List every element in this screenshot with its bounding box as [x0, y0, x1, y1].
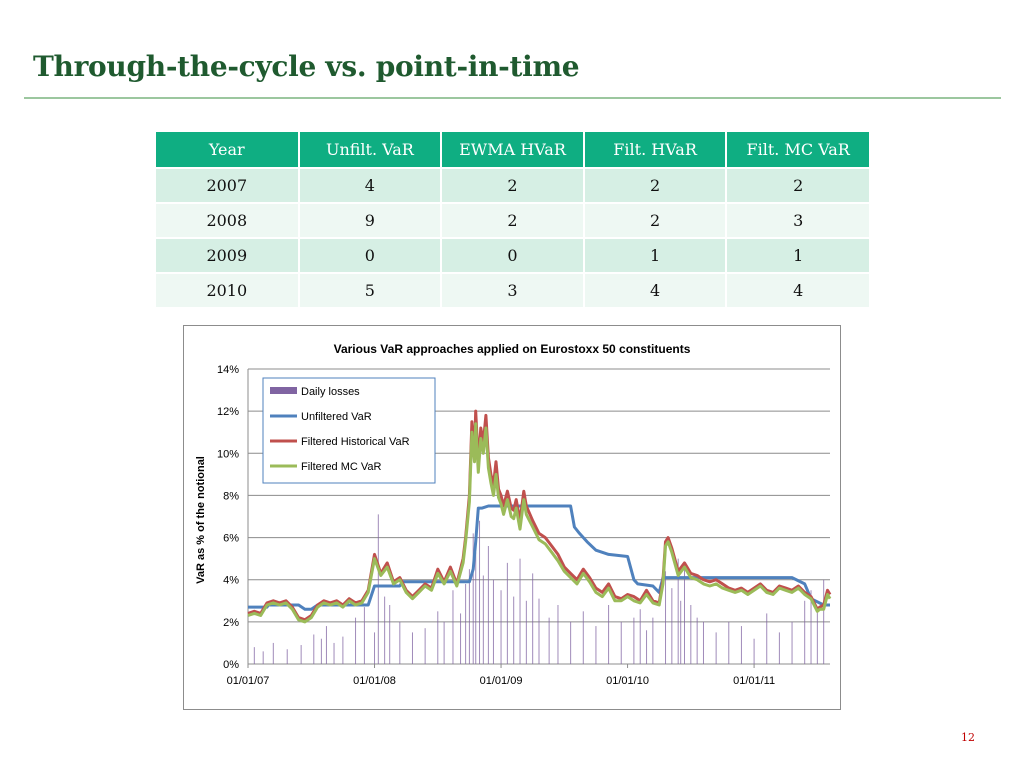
table-cell: 2: [726, 168, 869, 204]
table-header-row: Year Unfilt. VaR EWMA HVaR Filt. HVaR Fi…: [156, 132, 869, 169]
table-cell: 2007: [156, 168, 300, 204]
table-cell: 3: [726, 203, 869, 239]
table-cell: 2: [583, 168, 728, 204]
var-exceptions-table: Year Unfilt. VaR EWMA HVaR Filt. HVaR Fi…: [156, 132, 869, 309]
legend-label-daily-losses: Daily losses: [301, 386, 360, 398]
table-row: 2009 0 0 1 1: [156, 238, 869, 274]
var-chart: Various VaR approaches applied on Eurost…: [183, 325, 841, 710]
y-tick-label: 4%: [223, 575, 239, 587]
table-row: 2010 5 3 4 4: [156, 273, 869, 309]
x-tick-label: 01/01/07: [227, 675, 270, 687]
table-cell: 9: [298, 203, 443, 239]
var-lines: [247, 409, 832, 624]
daily-losses-bars: [253, 514, 825, 664]
page-title: Through-the-cycle vs. point-in-time: [33, 50, 580, 83]
filtered-mc-var-line: [247, 422, 832, 624]
page-number: 12: [961, 731, 975, 744]
y-tick-label: 2%: [223, 617, 239, 629]
table-cell: 0: [298, 238, 443, 274]
table-cell: 4: [583, 273, 728, 309]
chart-title: Various VaR approaches applied on Eurost…: [334, 342, 691, 356]
y-tick-label: 12%: [217, 406, 239, 418]
table-cell: 2008: [156, 203, 300, 239]
table-cell: 2: [583, 203, 728, 239]
title-divider: [24, 97, 1001, 99]
table-cell: 4: [726, 273, 869, 309]
table-cell: 5: [298, 273, 443, 309]
table-cell: 3: [441, 273, 585, 309]
legend-swatch-daily-losses: [270, 387, 297, 394]
legend-label-filtered-hist: Filtered Historical VaR: [301, 436, 410, 448]
table-cell: 2: [441, 203, 585, 239]
header-ewma-hvar: EWMA HVaR: [441, 132, 585, 169]
y-axis-label: VaR as % of the notional: [195, 456, 207, 584]
table-row: 2008 9 2 2 3: [156, 203, 869, 239]
legend-label-filtered-mc: Filtered MC VaR: [301, 461, 382, 473]
table-cell: 2009: [156, 238, 300, 274]
y-tick-label: 0%: [223, 659, 239, 671]
x-tick-label: 01/01/10: [606, 675, 649, 687]
y-tick-label: 10%: [217, 448, 239, 460]
y-axis-ticks: 0% 2% 4% 6% 8% 10% 12% 14%: [217, 364, 239, 671]
table-cell: 2: [441, 168, 585, 204]
header-year: Year: [156, 132, 300, 169]
table-cell: 1: [726, 238, 869, 274]
header-unfilt-var: Unfilt. VaR: [298, 132, 443, 169]
y-tick-label: 8%: [223, 490, 239, 502]
header-filt-mc-var: Filt. MC VaR: [726, 132, 869, 169]
table-cell: 0: [441, 238, 585, 274]
x-tick-label: 01/01/08: [353, 675, 396, 687]
x-tick-label: 01/01/11: [733, 675, 775, 687]
y-tick-label: 14%: [217, 364, 239, 376]
table-cell: 2010: [156, 273, 300, 309]
x-axis-ticks: 01/01/07 01/01/08 01/01/09 01/01/10 01/01/11: [227, 664, 775, 687]
table-cell: 4: [298, 168, 443, 204]
chart-legend: Daily losses Unfiltered VaR Filtered His…: [262, 377, 436, 484]
table-row: 2007 4 2 2 2: [156, 168, 869, 204]
x-tick-label: 01/01/09: [480, 675, 523, 687]
table-cell: 1: [583, 238, 728, 274]
header-filt-hvar: Filt. HVaR: [583, 132, 728, 169]
var-chart-svg: Various VaR approaches applied on Eurost…: [195, 342, 832, 687]
legend-label-unfiltered: Unfiltered VaR: [301, 411, 372, 423]
y-tick-label: 6%: [223, 533, 239, 545]
unfiltered-var-line: [248, 504, 830, 611]
